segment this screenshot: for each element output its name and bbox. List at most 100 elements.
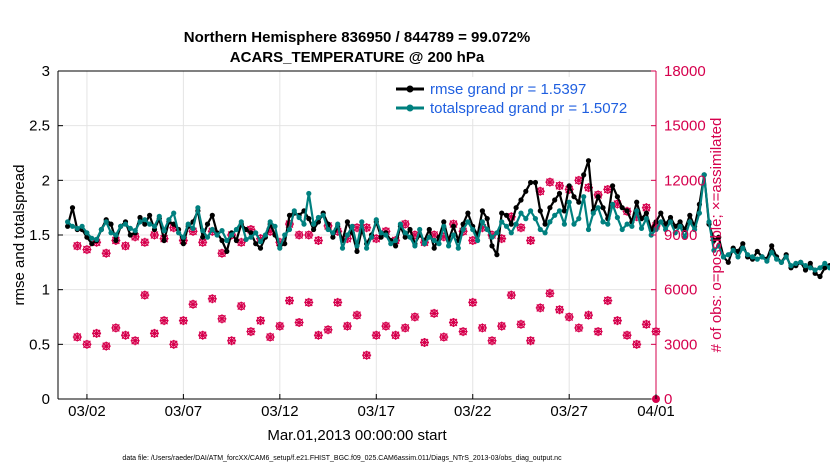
rmse-point [667, 214, 674, 221]
totalspread-point [142, 217, 148, 223]
obs-assimilated-marker [448, 317, 458, 327]
totalspread-point [489, 234, 495, 240]
totalspread-point [470, 226, 476, 233]
totalspread-point [571, 221, 577, 227]
obs-assimilated-marker [506, 290, 516, 300]
right-tick-labels: 0 3000 6000 9000 12000 15000 18000 [651, 63, 706, 408]
totalspread-point [528, 208, 534, 214]
totalspread-point [745, 252, 751, 258]
totalspread-point [253, 230, 259, 236]
obs-assimilated-marker [130, 336, 140, 346]
rmse-point [344, 219, 350, 225]
rmse-point [595, 194, 601, 200]
rmse-point [137, 214, 143, 221]
obs-assimilated-marker [101, 341, 111, 351]
totalspread-point [354, 243, 360, 249]
totalspread-point [84, 230, 90, 236]
totalspread-point [214, 232, 220, 238]
totalspread-point [315, 214, 321, 221]
totalspread-point [383, 232, 389, 238]
totalspread-point [262, 232, 268, 238]
rmse-point [354, 248, 360, 254]
rmse-point [69, 205, 76, 211]
obs-assimilated-marker [410, 312, 420, 322]
obs-assimilated-marker [294, 317, 304, 327]
totalspread-point [89, 235, 95, 241]
totalspread-point [373, 217, 379, 223]
obs-assimilated-marker [178, 316, 188, 326]
obs-assimilated-marker [371, 330, 381, 340]
obs-assimilated-marker [333, 297, 343, 307]
rmse-point [248, 230, 254, 236]
obs-assimilated-marker [526, 336, 536, 346]
totalspread-point [658, 219, 664, 225]
totalspread-point [118, 223, 124, 229]
obs-assimilated-marker [487, 336, 497, 346]
totalspread-point [267, 219, 273, 225]
obs-assimilated-marker [458, 327, 468, 337]
totalspread-point [441, 223, 447, 229]
chart-title-line2: ACARS_TEMPERATURE @ 200 hPa [230, 49, 485, 66]
y-left-tick-label: 3 [42, 63, 50, 80]
totalspread-point [402, 230, 408, 236]
totalspread-point [224, 237, 230, 244]
rmse-point [204, 221, 211, 227]
rmse-point [426, 226, 432, 233]
rmse-point [89, 241, 95, 247]
totalspread-point [378, 230, 384, 236]
rmse-point [450, 223, 457, 229]
rmse-point [802, 267, 809, 273]
rmse-point [585, 158, 592, 164]
totalspread-point [364, 245, 370, 251]
rmse-point [552, 197, 558, 203]
totalspread-point [701, 172, 707, 178]
totalspread-point [151, 223, 158, 229]
totalspread-point [716, 243, 722, 249]
y-axis-label-left: rmse and totalspread [11, 165, 28, 306]
rmse-point [233, 237, 239, 244]
rmse-point [687, 212, 693, 218]
totalspread-point [692, 226, 698, 233]
rmse-point [740, 241, 746, 247]
x-tick-label: 03/02 [68, 403, 106, 420]
rmse-point [147, 212, 153, 218]
totalspread-point [248, 234, 254, 240]
obs-assimilated-marker [275, 321, 285, 331]
obs-assimilated-marker [574, 323, 584, 333]
obs-assimilated-marker [256, 316, 266, 326]
totalspread-point [663, 226, 669, 233]
totalspread-point [311, 221, 317, 227]
obs-assimilated-marker [159, 316, 169, 326]
obs-possible-marker [555, 181, 565, 191]
obs-assimilated-marker [198, 330, 208, 340]
x-tick-label: 03/22 [454, 403, 492, 420]
rmse-point [479, 208, 485, 214]
totalspread-point [513, 221, 519, 227]
obs-assimilated-marker [92, 328, 102, 338]
totalspread-point [368, 234, 375, 240]
totalspread-point [388, 241, 394, 247]
totalspread-point [209, 226, 215, 233]
totalspread-point [79, 223, 85, 229]
x-tick-label: 03/12 [261, 403, 299, 420]
obs-assimilated-marker [82, 339, 92, 349]
obs-assimilated-marker [468, 297, 478, 307]
rmse-point [113, 237, 119, 244]
obs-possible-marker [294, 230, 304, 240]
totalspread-point [634, 208, 640, 214]
obs-possible-marker [313, 235, 323, 245]
y-right-tick-label: 18000 [664, 63, 706, 80]
obs-assimilated-marker [284, 296, 294, 306]
totalspread-point [74, 225, 80, 231]
rmse-point [407, 226, 413, 233]
totalspread-point [802, 263, 809, 269]
totalspread-point [272, 223, 278, 229]
totalspread-point [638, 225, 645, 231]
totalspread-point [764, 258, 770, 264]
obs-assimilated-marker [169, 339, 179, 349]
totalspread-point [547, 219, 553, 225]
obs-assimilated-marker [429, 308, 439, 318]
totalspread-point [720, 254, 727, 260]
rmse-point [127, 232, 133, 238]
